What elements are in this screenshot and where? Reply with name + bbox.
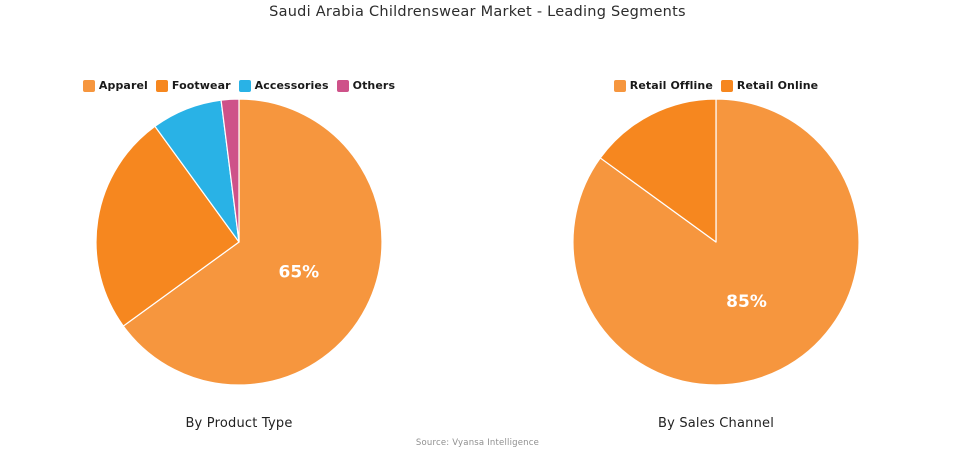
legend-product-type: Apparel Footwear Accessories Others (0, 79, 478, 92)
panel-title-sales-channel: By Sales Channel (657, 416, 775, 431)
legend-item-retail-offline: Retail Offline (613, 79, 713, 92)
legend-item-footwear: Footwear (155, 79, 231, 92)
legend-swatch-apparel (82, 79, 95, 92)
legend-sales-channel: Retail Offline Retail Online (477, 79, 955, 92)
legend-item-others: Others (336, 79, 396, 92)
legend-label-footwear: Footwear (171, 79, 231, 92)
legend-swatch-accessories (238, 79, 251, 92)
legend-item-apparel: Apparel (82, 79, 148, 92)
panel-title-product-type: By Product Type (185, 416, 293, 431)
slice-percent-label-apparel: 65% (279, 263, 320, 283)
pie-chart-product-type: 65% (95, 98, 383, 386)
legend-swatch-footwear (155, 79, 168, 92)
legend-label-apparel: Apparel (98, 79, 148, 92)
legend-item-retail-online: Retail Online (720, 79, 819, 92)
legend-label-others: Others (352, 79, 396, 92)
legend-swatch-others (336, 79, 349, 92)
pie-panel-product-type: Apparel Footwear Accessories Others 65% By … (0, 79, 478, 431)
pie-panel-sales-channel: Retail Offline Retail Online 85% By Sales… (477, 0, 955, 454)
pie-slice-footwear (95, 125, 240, 327)
legend-label-retail-online: Retail Online (736, 79, 819, 92)
legend-swatch-retail-offline (613, 79, 626, 92)
pie-slice-apparel (122, 98, 383, 386)
pie-slice-others (220, 98, 240, 243)
legend-swatch-retail-online (720, 79, 733, 92)
pie-chart-sales-channel: 85% (572, 98, 860, 386)
slice-percent-label-retail-offline: 85% (726, 292, 767, 312)
figure-title: Saudi Arabia Childrenswear Market - Lead… (269, 4, 686, 20)
pie-slice-retail-offline (572, 98, 860, 386)
pie-slice-retail-online (599, 98, 717, 243)
legend-label-retail-offline: Retail Offline (629, 79, 713, 92)
legend-label-accessories: Accessories (254, 79, 329, 92)
legend-item-accessories: Accessories (238, 79, 329, 92)
source-text: Source: Vyansa Intelligence (415, 438, 540, 448)
